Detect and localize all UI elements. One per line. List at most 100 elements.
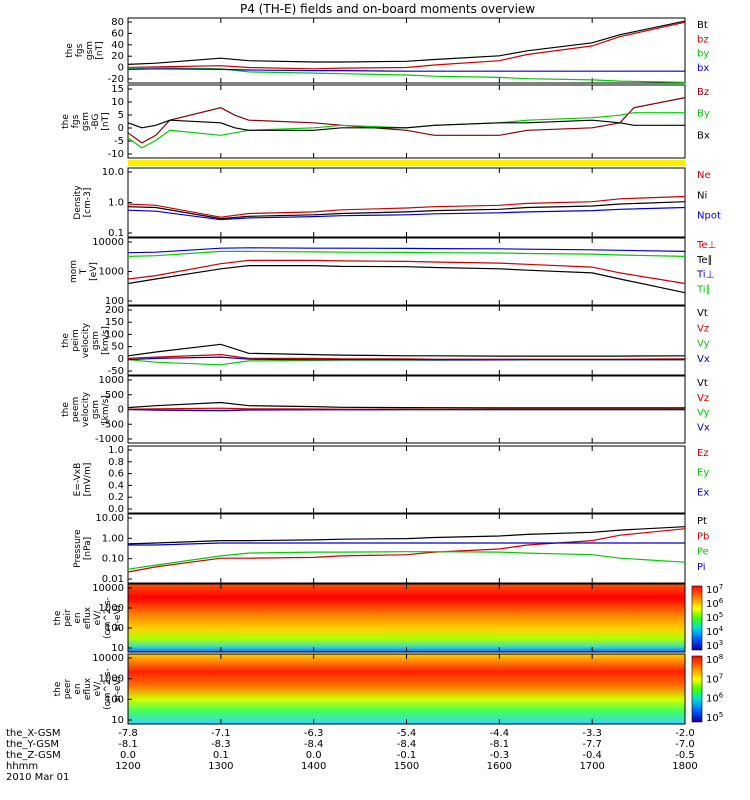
y-tick-label: 0.1 <box>108 228 124 239</box>
colorbar-tick-label: 104 <box>706 625 724 638</box>
x-axis-value: 0.0 <box>120 750 136 761</box>
y-axis-label: eflux <box>83 677 93 700</box>
x-axis-value: -7.7 <box>582 739 602 750</box>
efield-frame <box>127 445 686 514</box>
legend-entry: Bx <box>697 130 710 141</box>
x-axis-row-label: the_X-GSM <box>6 728 60 739</box>
y-axis-label: [nT] <box>101 112 111 130</box>
series-line-Pt <box>127 526 686 545</box>
legend-entry: Te⊥ <box>696 240 716 251</box>
y-tick-label: -10 <box>108 149 124 160</box>
series-line-Vt <box>127 343 686 357</box>
x-axis-value: 1800 <box>672 761 697 772</box>
colorbar-tick-label: 107 <box>706 583 723 596</box>
y-tick-label: 10.0 <box>102 167 124 178</box>
x-axis-row-label: the_Z-GSM <box>6 750 61 761</box>
x-axis-value: -8.3 <box>211 739 231 750</box>
y-axis-label: the <box>65 43 75 58</box>
y-axis-label: eflux <box>83 606 93 629</box>
y-axis-label: Pressure <box>73 529 83 568</box>
y-tick-label: 10000 <box>92 653 124 664</box>
y-axis-label: peem <box>71 397 81 423</box>
y-tick-label: 5 <box>118 110 124 121</box>
legend-entry: Ne <box>697 170 711 181</box>
legend-entry: Ex <box>697 487 709 498</box>
y-tick-label: 10000 <box>92 583 124 594</box>
legend-entry: Vz <box>697 393 709 404</box>
efield-panel: 1.00.80.60.40.20.0 E=-VxB [mV/m] Ez Ey Ex <box>73 445 709 515</box>
colorbar-tick-label: 105 <box>706 711 723 724</box>
x-axis-value: -0.1 <box>397 750 417 761</box>
y-tick-label: 10 <box>111 97 124 108</box>
y-axis-label: sr-eV) <box>113 676 123 702</box>
quality-flag-bar <box>128 160 685 166</box>
y-tick-label: 1000 <box>99 375 124 386</box>
y-tick-label: 10 <box>111 715 124 726</box>
y-tick-label: 0.2 <box>108 492 124 503</box>
series-line-Pi <box>128 542 685 546</box>
legend-entry: Pb <box>697 531 709 542</box>
series-line-Ni <box>127 201 686 220</box>
pressure-frame <box>127 513 686 584</box>
y-axis-label: the <box>61 402 71 417</box>
y-axis-label: peim <box>71 329 81 352</box>
y-axis-label: Density <box>73 185 83 220</box>
legend-entry: Vt <box>697 308 708 319</box>
series-line-Npot <box>127 206 686 221</box>
y-tick-label: 0.4 <box>108 480 124 491</box>
peir-spectrogram-colorbar <box>691 585 703 651</box>
y-axis-label: gsm <box>81 112 91 131</box>
legend-entry: Vy <box>697 408 710 419</box>
x-axis-value: 0.0 <box>306 750 322 761</box>
y-tick-label: 500 <box>105 390 124 401</box>
y-tick-label: 0.8 <box>108 457 124 468</box>
x-axis-value: -8.1 <box>490 739 510 750</box>
date-label: 2010 Mar 01 <box>6 772 69 783</box>
x-axis-value: 1700 <box>579 761 604 772</box>
y-axis-label: gsm <box>85 41 95 60</box>
y-tick-label: 10 <box>111 643 124 654</box>
y-tick-label: 0.6 <box>108 469 124 480</box>
x-axis-value: 1500 <box>394 761 419 772</box>
legend-entry: Ti⊥ <box>696 270 714 281</box>
y-tick-label: -50 <box>108 366 124 377</box>
series-line-Pe <box>127 551 686 570</box>
legend-entry: Vx <box>697 422 710 433</box>
legend-entry: Te∥ <box>696 255 713 266</box>
y-tick-label: -20 <box>108 74 124 85</box>
y-tick-label: 100 <box>105 329 124 340</box>
pressure-panel: 10.00 1.00 0.10 0.01 Pressure [nPa] Pt Pb Pe Pi <box>73 513 709 585</box>
series-line-Ti⊥ <box>127 247 686 254</box>
y-axis-label: the <box>53 681 63 696</box>
series-line-Te∥ <box>127 265 686 294</box>
peem-velocity-panel: 1000 500 0 -500 -1000 the peem velocity gsm [km/s… <box>61 375 710 445</box>
y-tick-label: 20 <box>111 51 124 62</box>
series-line-Bz <box>127 97 686 144</box>
y-axis-label: (cm^2-s- <box>103 597 113 639</box>
y-tick-label: 0 <box>118 123 124 134</box>
series-line-Vx <box>127 356 685 361</box>
peir-spectrogram-image <box>128 584 685 652</box>
colorbar-tick-label: 105 <box>706 611 723 624</box>
y-axis-label: the <box>53 610 63 625</box>
legend-entry: Pe <box>697 547 709 558</box>
x-axis-value: -3.3 <box>582 728 602 739</box>
y-axis-label: [km/s] <box>101 326 111 355</box>
y-tick-label: 100 <box>105 694 124 705</box>
legend-entry: Npot <box>697 211 721 222</box>
series-line-Pb <box>127 528 686 573</box>
x-axis-value: -8.4 <box>397 739 417 750</box>
y-tick-label: -5 <box>114 136 124 147</box>
y-axis-label: [cm-3] <box>83 188 93 218</box>
colorbar-tick-label: 106 <box>706 597 724 610</box>
peer-spectrogram-panel: 108 107 106 105 10000 1000 100 10 the peer en eflux… <box>53 653 724 726</box>
x-axis-value: 0.1 <box>213 750 229 761</box>
y-axis-label: [km/s] <box>101 395 111 424</box>
x-axis-value: 1300 <box>208 761 233 772</box>
y-axis-label: gsm <box>91 331 101 350</box>
colorbar-tick-label: 106 <box>706 692 724 705</box>
legend-entry: Bz <box>697 87 709 98</box>
y-tick-label: -1000 <box>95 434 124 445</box>
